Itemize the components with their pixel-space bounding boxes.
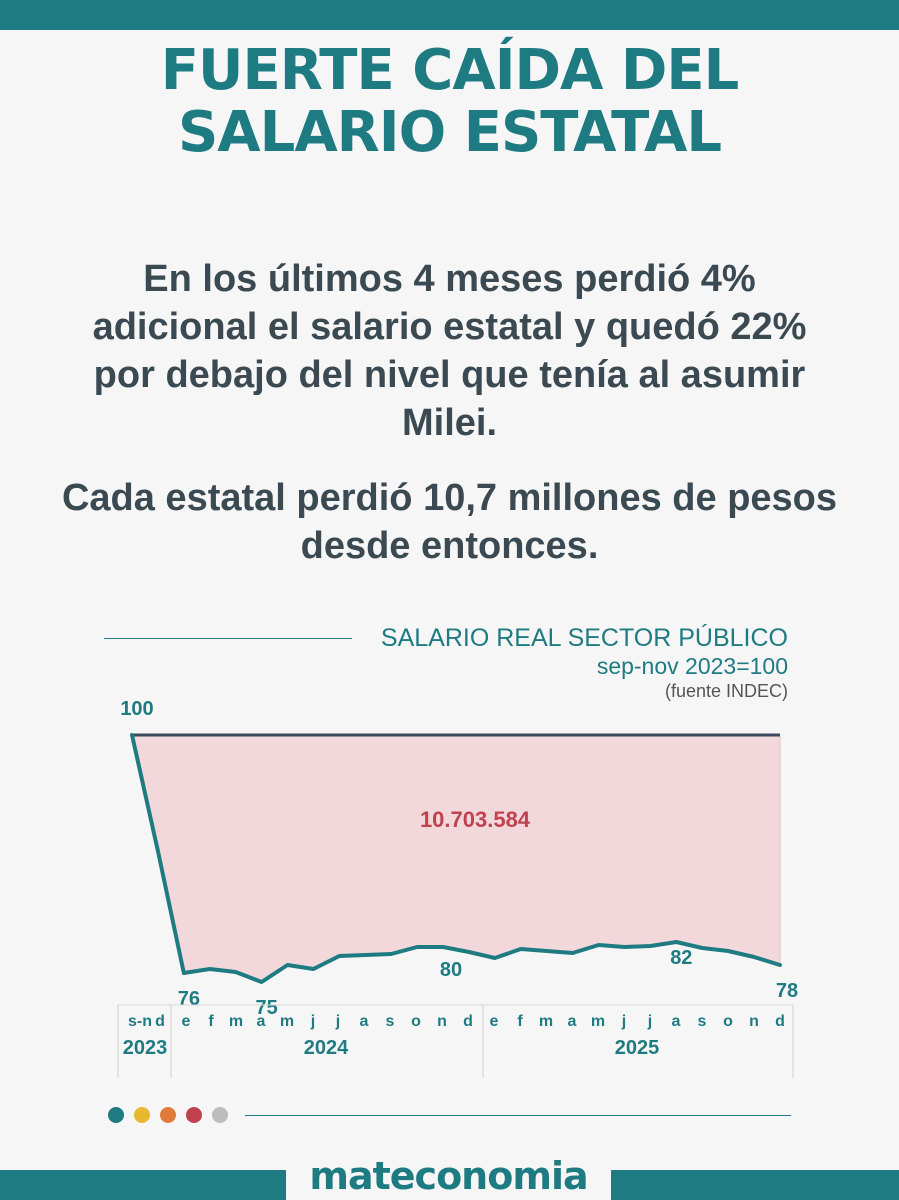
x-tick-label: e	[182, 1013, 191, 1030]
x-tick-label: o	[723, 1013, 733, 1030]
chart-title: SALARIO REAL SECTOR PÚBLICO	[380, 624, 788, 652]
point-label: 82	[670, 947, 692, 969]
year-label: 2023	[123, 1037, 168, 1059]
x-tick-label: j	[647, 1013, 652, 1030]
point-label: 100	[120, 698, 153, 720]
point-label: 76	[178, 988, 200, 1010]
title-line-1: FUERTE CAÍDA DEL	[160, 38, 740, 103]
footer-rule	[245, 1115, 791, 1116]
loss-area	[132, 735, 780, 982]
point-label: 78	[776, 980, 798, 1002]
color-dot	[108, 1107, 124, 1123]
point-label: 80	[440, 959, 462, 981]
x-tick-label: m	[280, 1013, 294, 1030]
chart-source: (fuente INDEC)	[664, 681, 788, 701]
top-bar	[0, 0, 899, 30]
x-tick-label: m	[229, 1013, 243, 1030]
loss-annotation: 10.703.584	[420, 807, 531, 832]
x-tick-label: n	[437, 1013, 447, 1030]
x-tick-label: j	[621, 1013, 626, 1030]
bottom-bar-right	[611, 1170, 899, 1200]
title-line-2: SALARIO ESTATAL	[177, 100, 722, 165]
x-tick-label: a	[672, 1013, 681, 1030]
x-tick-label: e	[490, 1013, 499, 1030]
x-tick-label: d	[463, 1013, 473, 1030]
point-label: 75	[255, 997, 277, 1019]
x-tick-label: n	[749, 1013, 759, 1030]
x-tick-label: f	[208, 1013, 214, 1030]
color-dot	[186, 1107, 202, 1123]
summary-paragraph-1: En los últimos 4 meses perdió 4% adicion…	[92, 258, 807, 444]
x-tick-label: a	[360, 1013, 369, 1030]
x-tick-label: a	[257, 1013, 266, 1030]
x-tick-label: j	[335, 1013, 340, 1030]
x-tick-label: m	[539, 1013, 553, 1030]
x-tick-label: a	[568, 1013, 577, 1030]
x-tick-label: m	[591, 1013, 605, 1030]
x-tick-label: j	[310, 1013, 315, 1030]
x-tick-label: s-n	[128, 1013, 152, 1030]
chart-subtitle: sep-nov 2023=100	[596, 653, 788, 679]
x-tick-label: s	[698, 1013, 707, 1030]
x-tick-label: d	[155, 1013, 165, 1030]
year-label: 2024	[304, 1037, 349, 1059]
color-dot	[134, 1107, 150, 1123]
year-label: 2025	[615, 1037, 660, 1059]
page-title: FUERTE CAÍDA DEL SALARIO ESTATAL	[0, 40, 899, 164]
bottom-bar-left	[0, 1170, 286, 1200]
summary-paragraph-2: Cada estatal perdió 10,7 millones de pes…	[61, 477, 838, 567]
color-dot	[160, 1107, 176, 1123]
x-tick-label: s	[386, 1013, 395, 1030]
x-tick-label: o	[411, 1013, 421, 1030]
x-tick-label: d	[775, 1013, 785, 1030]
x-tick-label: f	[517, 1013, 523, 1030]
brand-logo: mateconomia	[309, 1154, 588, 1198]
series-line	[130, 733, 782, 984]
color-dot	[212, 1107, 228, 1123]
chart-title-rule	[104, 638, 352, 639]
